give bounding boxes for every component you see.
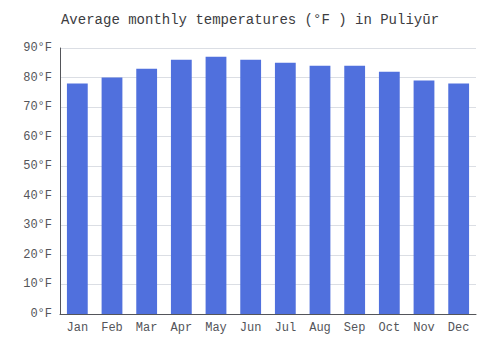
svg-text:Average monthly temperatures (: Average monthly temperatures (°F ) in Pu… bbox=[61, 12, 439, 28]
svg-text:Mar: Mar bbox=[136, 321, 158, 335]
svg-text:0°F: 0°F bbox=[30, 307, 52, 321]
svg-text:Aug: Aug bbox=[309, 321, 331, 335]
svg-text:20°F: 20°F bbox=[23, 248, 52, 262]
svg-text:10°F: 10°F bbox=[23, 277, 52, 291]
svg-text:Sep: Sep bbox=[344, 321, 366, 335]
svg-text:60°F: 60°F bbox=[23, 130, 52, 144]
svg-text:40°F: 40°F bbox=[23, 189, 52, 203]
svg-text:Feb: Feb bbox=[101, 321, 123, 335]
svg-text:May: May bbox=[205, 321, 227, 335]
svg-text:70°F: 70°F bbox=[23, 100, 52, 114]
svg-text:Jul: Jul bbox=[275, 321, 297, 335]
svg-text:Apr: Apr bbox=[171, 321, 193, 335]
svg-text:Jan: Jan bbox=[67, 321, 89, 335]
svg-text:90°F: 90°F bbox=[23, 41, 52, 55]
svg-text:Jun: Jun bbox=[240, 321, 262, 335]
svg-text:50°F: 50°F bbox=[23, 159, 52, 173]
svg-text:Dec: Dec bbox=[448, 321, 470, 335]
svg-text:Oct: Oct bbox=[379, 321, 401, 335]
svg-text:Nov: Nov bbox=[413, 321, 435, 335]
svg-text:30°F: 30°F bbox=[23, 218, 52, 232]
svg-text:80°F: 80°F bbox=[23, 71, 52, 85]
